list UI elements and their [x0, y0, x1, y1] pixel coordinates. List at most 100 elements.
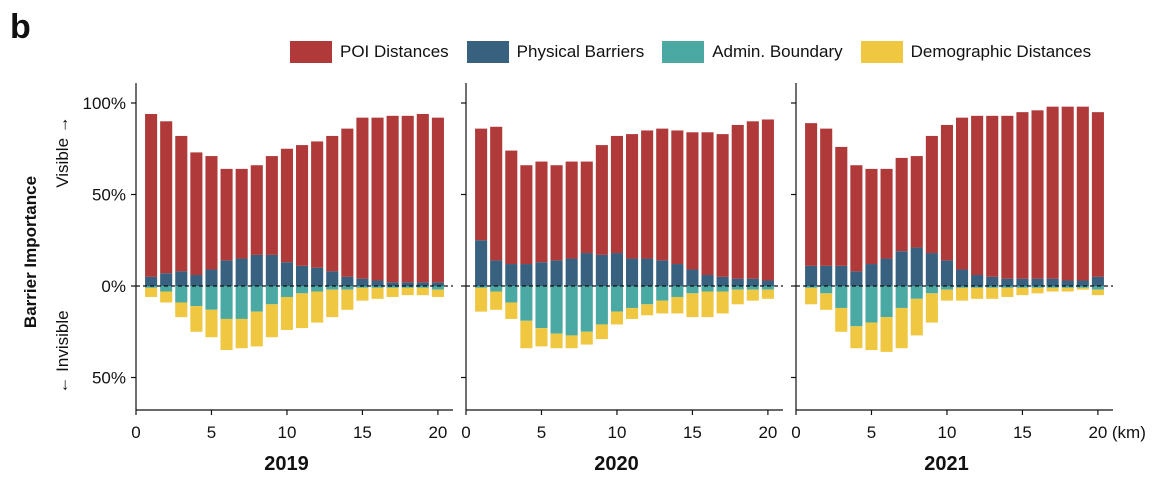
bar-admin-2021-4 — [850, 286, 863, 327]
bar-poi-2020-18 — [731, 124, 744, 279]
bar-demographic-2021-2 — [820, 293, 833, 310]
bar-physical-2019-18 — [401, 282, 414, 286]
bar-physical-2020-12 — [641, 258, 654, 286]
bar-poi-2020-7 — [565, 161, 578, 259]
bar-admin-2021-13 — [986, 286, 999, 288]
bar-poi-2019-18 — [401, 115, 414, 283]
bar-demographic-2019-5 — [205, 309, 218, 338]
x-tick-label-2020-10: 10 — [607, 423, 626, 442]
bar-admin-2021-10 — [940, 286, 953, 290]
legend-swatch-demographic — [860, 41, 903, 63]
legend-label-poi: POI Distances — [340, 42, 449, 61]
bar-physical-2020-6 — [550, 260, 563, 286]
bar-admin-2020-8 — [580, 286, 593, 332]
bar-physical-2020-3 — [505, 264, 518, 286]
bar-physical-2019-4 — [190, 275, 203, 286]
bar-poi-2021-5 — [865, 168, 878, 265]
legend-label-admin: Admin. Boundary — [712, 42, 843, 61]
bar-poi-2021-4 — [850, 165, 863, 272]
bar-poi-2019-19 — [416, 113, 429, 283]
bar-admin-2019-10 — [280, 286, 293, 297]
bar-physical-2019-6 — [220, 260, 233, 286]
x-tick-label-2020-5: 5 — [537, 423, 546, 442]
bar-demographic-2021-12 — [971, 287, 984, 299]
bar-physical-2019-8 — [250, 254, 263, 286]
bar-demographic-2019-8 — [250, 311, 263, 347]
bar-poi-2020-8 — [580, 161, 593, 254]
bar-poi-2019-15 — [356, 117, 369, 279]
bar-demographic-2020-19 — [746, 289, 759, 301]
bar-physical-2020-2 — [490, 260, 503, 286]
bar-demographic-2021-7 — [895, 307, 908, 349]
bar-admin-2021-19 — [1076, 286, 1089, 288]
bar-physical-2019-7 — [235, 258, 248, 286]
bar-physical-2019-15 — [356, 278, 369, 286]
bar-admin-2020-10 — [610, 286, 623, 312]
bar-physical-2020-10 — [610, 253, 623, 286]
x-tick-label-2020-15: 15 — [683, 423, 702, 442]
bar-demographic-2021-13 — [986, 287, 999, 299]
bar-demographic-2019-12 — [311, 291, 324, 323]
y-tick-label-3: 50% — [92, 369, 126, 388]
bar-physical-2019-14 — [341, 276, 354, 286]
bar-poi-2020-3 — [505, 150, 518, 265]
bar-admin-2020-14 — [671, 286, 684, 297]
bar-admin-2021-6 — [880, 286, 893, 318]
bar-admin-2019-16 — [371, 286, 384, 288]
legend-item-poi: POI Distances — [290, 41, 449, 63]
bar-admin-2019-9 — [265, 286, 278, 305]
x-tick-label-2019-15: 15 — [353, 423, 372, 442]
bar-demographic-2021-6 — [880, 317, 893, 352]
bar-physical-2021-9 — [925, 253, 938, 286]
bar-demographic-2021-19 — [1076, 287, 1089, 290]
bar-admin-2019-13 — [326, 286, 339, 290]
bar-demographic-2020-20 — [761, 289, 774, 299]
bar-poi-2021-1 — [805, 123, 818, 266]
bar-admin-2020-12 — [641, 286, 654, 305]
x-tick-label-2020-20: 20 — [758, 423, 777, 442]
bar-admin-2019-3 — [175, 286, 188, 303]
bar-demographic-2019-17 — [386, 287, 399, 297]
bar-demographic-2019-16 — [371, 287, 384, 299]
bar-admin-2019-1 — [145, 286, 158, 288]
bar-physical-2021-5 — [865, 264, 878, 286]
bar-demographic-2019-15 — [356, 287, 369, 301]
bar-admin-2020-16 — [701, 286, 714, 292]
bar-poi-2020-10 — [610, 135, 623, 254]
bar-admin-2019-12 — [311, 286, 324, 292]
bar-admin-2021-14 — [1001, 286, 1014, 288]
bar-demographic-2019-7 — [235, 318, 248, 349]
bar-demographic-2020-15 — [686, 293, 699, 318]
bar-physical-2020-13 — [656, 260, 669, 286]
bar-admin-2021-16 — [1031, 286, 1044, 288]
bar-admin-2019-5 — [205, 286, 218, 310]
bar-physical-2020-15 — [686, 269, 699, 286]
bar-admin-2020-13 — [656, 286, 669, 301]
bar-physical-2020-11 — [626, 258, 639, 286]
bar-physical-2021-17 — [1046, 278, 1059, 286]
bar-demographic-2020-7 — [565, 335, 578, 349]
bar-poi-2020-2 — [490, 126, 503, 261]
legend-item-admin: Admin. Boundary — [662, 41, 843, 63]
legend-swatch-physical — [466, 41, 509, 63]
bar-demographic-2021-5 — [865, 322, 878, 351]
panel-title-2019: 2019 — [264, 453, 309, 475]
bar-physical-2021-2 — [820, 265, 833, 286]
legend-swatch-poi — [290, 41, 332, 63]
bar-admin-2021-17 — [1046, 286, 1059, 288]
bar-poi-2019-1 — [145, 113, 158, 277]
bar-demographic-2020-5 — [535, 328, 548, 347]
bar-admin-2019-7 — [235, 286, 248, 319]
bar-demographic-2020-16 — [701, 291, 714, 318]
bar-demographic-2020-6 — [550, 333, 563, 349]
bar-admin-2021-2 — [820, 286, 833, 294]
bar-poi-2019-2 — [160, 121, 173, 274]
x-tick-label-2019-0: 0 — [131, 423, 140, 442]
bar-physical-2019-11 — [296, 265, 309, 286]
bar-admin-2019-8 — [250, 286, 263, 312]
bar-physical-2020-17 — [716, 276, 729, 286]
bar-demographic-2020-2 — [490, 291, 503, 310]
bar-physical-2019-1 — [145, 276, 158, 286]
x-tick-label-2020-0: 0 — [461, 423, 470, 442]
bars-2021 — [805, 106, 1104, 352]
